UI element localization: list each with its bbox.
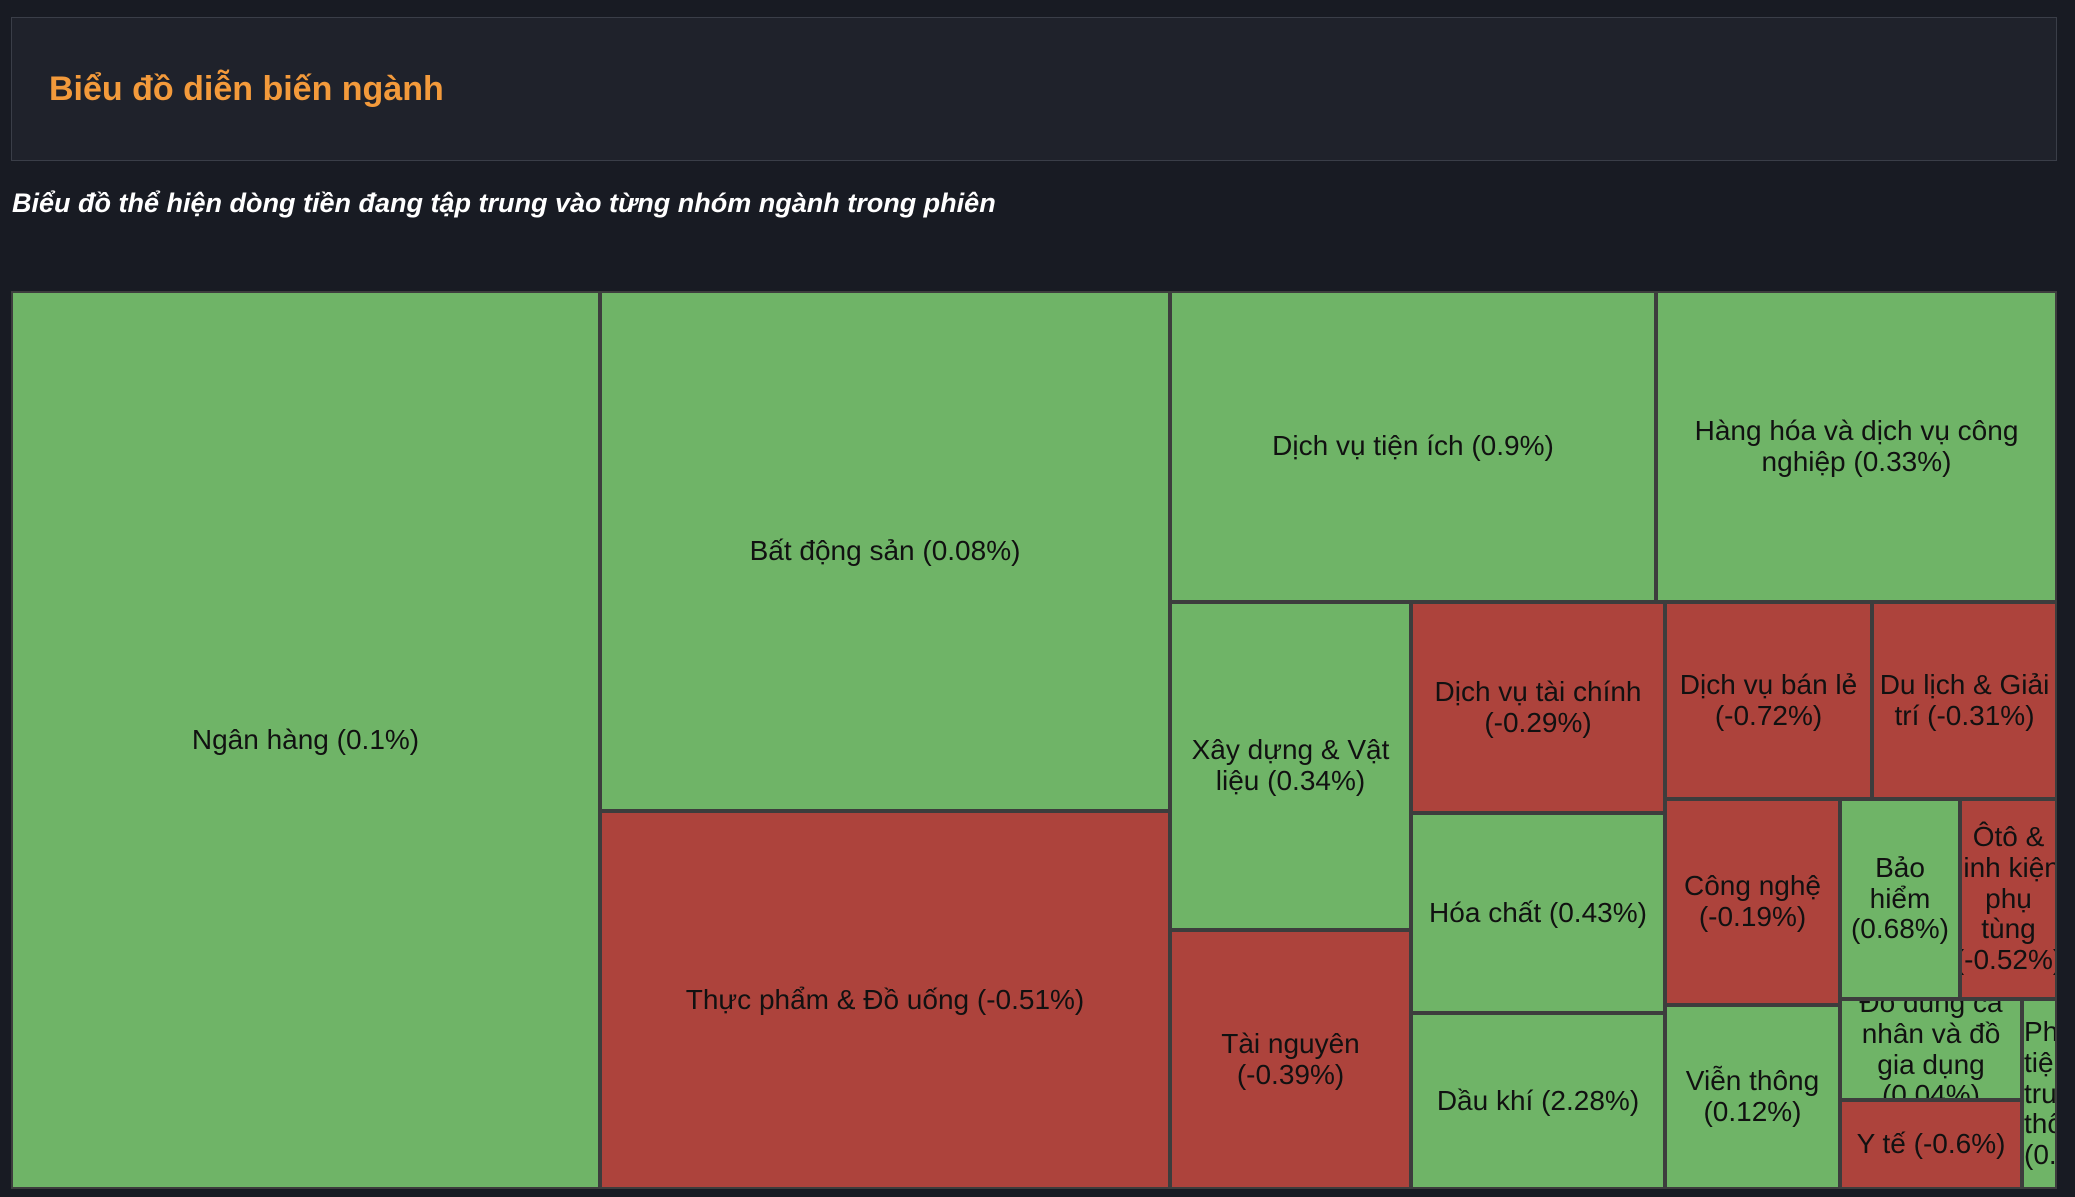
tile-label: Hóa chất (0.43%) [1429, 896, 1647, 928]
tile-label: Hàng hóa và dịch vụ công nghiệp (0.33%) [1694, 414, 2019, 477]
tile-label: Công nghệ (-0.19%) [1683, 870, 1821, 932]
tile-label: Dịch vụ tiện ích (0.9%) [1272, 430, 1554, 462]
treemap-tile[interactable]: Đồ dùng cá nhân và đồ gia dụng (0.04%) [1840, 999, 2022, 1100]
treemap-tile[interactable]: Dịch vụ bán lẻ (-0.72%) [1665, 602, 1872, 799]
treemap-tile[interactable]: Xây dựng & Vật liệu (0.34%) [1170, 602, 1411, 930]
treemap-tile[interactable]: Du lịch & Giải trí (-0.31%) [1872, 602, 2057, 799]
treemap-tile[interactable]: Y tế (-0.6%) [1840, 1100, 2022, 1189]
treemap-tile[interactable]: Dịch vụ tài chính (-0.29%) [1411, 602, 1665, 813]
treemap-tile[interactable]: Ôtô & linh kiện phụ tùng (-0.52%) [1960, 799, 2057, 999]
tile-label: Dịch vụ bán lẻ (-0.72%) [1679, 668, 1858, 731]
treemap-tile[interactable]: Thực phẩm & Đồ uống (-0.51%) [600, 811, 1170, 1189]
tile-label: Dịch vụ tài chính (-0.29%) [1434, 675, 1642, 738]
tile-label: Thực phẩm & Đồ uống (-0.51%) [685, 983, 1085, 1015]
treemap-tile[interactable]: Dầu khí (2.28%) [1411, 1013, 1665, 1189]
tile-label: Y tế (-0.6%) [1856, 1128, 2006, 1160]
sector-treemap: Ngân hàng (0.1%) Bất động sản (0.08%) Thực… [11, 291, 2057, 1189]
treemap-tile[interactable]: Tài nguyên (-0.39%) [1170, 930, 1411, 1189]
page-header: Biểu đồ diễn biến ngành [11, 17, 2057, 161]
treemap-tile[interactable]: Phương tiện truyền thông (0.3 [2022, 999, 2057, 1189]
tile-label: Bảo hiểm (0.68%) [1850, 851, 1950, 945]
treemap-tile[interactable]: Bất động sản (0.08%) [600, 291, 1170, 811]
chart-subtitle: Biểu đồ thể hiện dòng tiền đang tập trun… [12, 188, 996, 218]
treemap-tile[interactable]: Hàng hóa và dịch vụ công nghiệp (0.33%) [1656, 291, 2057, 602]
treemap-tile[interactable]: Công nghệ (-0.19%) [1665, 799, 1840, 1005]
tile-label: Bất động sản (0.08%) [749, 534, 1021, 566]
page-title: Biểu đồ diễn biến ngành [49, 70, 444, 108]
tile-label: Xây dựng & Vật liệu (0.34%) [1191, 734, 1390, 796]
treemap-tile[interactable]: Viễn thông (0.12%) [1665, 1005, 1840, 1189]
tile-label: Phương tiện truyền thông (0.3 [2024, 1016, 2057, 1171]
treemap-tile[interactable]: Ngân hàng (0.1%) [11, 291, 600, 1189]
treemap-tile[interactable]: Dịch vụ tiện ích (0.9%) [1170, 291, 1656, 602]
treemap-tile[interactable]: Bảo hiểm (0.68%) [1840, 799, 1960, 999]
tile-label: Tài nguyên (-0.39%) [1221, 1027, 1360, 1090]
tile-label: Ngân hàng (0.1%) [191, 723, 420, 755]
tile-label: Ôtô & linh kiện phụ tùng (-0.52%) [1960, 821, 2057, 976]
tile-label: Dầu khí (2.28%) [1436, 1084, 1640, 1116]
treemap-tile[interactable]: Hóa chất (0.43%) [1411, 813, 1665, 1013]
tile-label: Đồ dùng cá nhân và đồ gia dụng (0.04%) [1859, 999, 2003, 1100]
tile-label: Du lịch & Giải trí (-0.31%) [1879, 668, 2050, 731]
tile-label: Viễn thông (0.12%) [1685, 1065, 1820, 1127]
